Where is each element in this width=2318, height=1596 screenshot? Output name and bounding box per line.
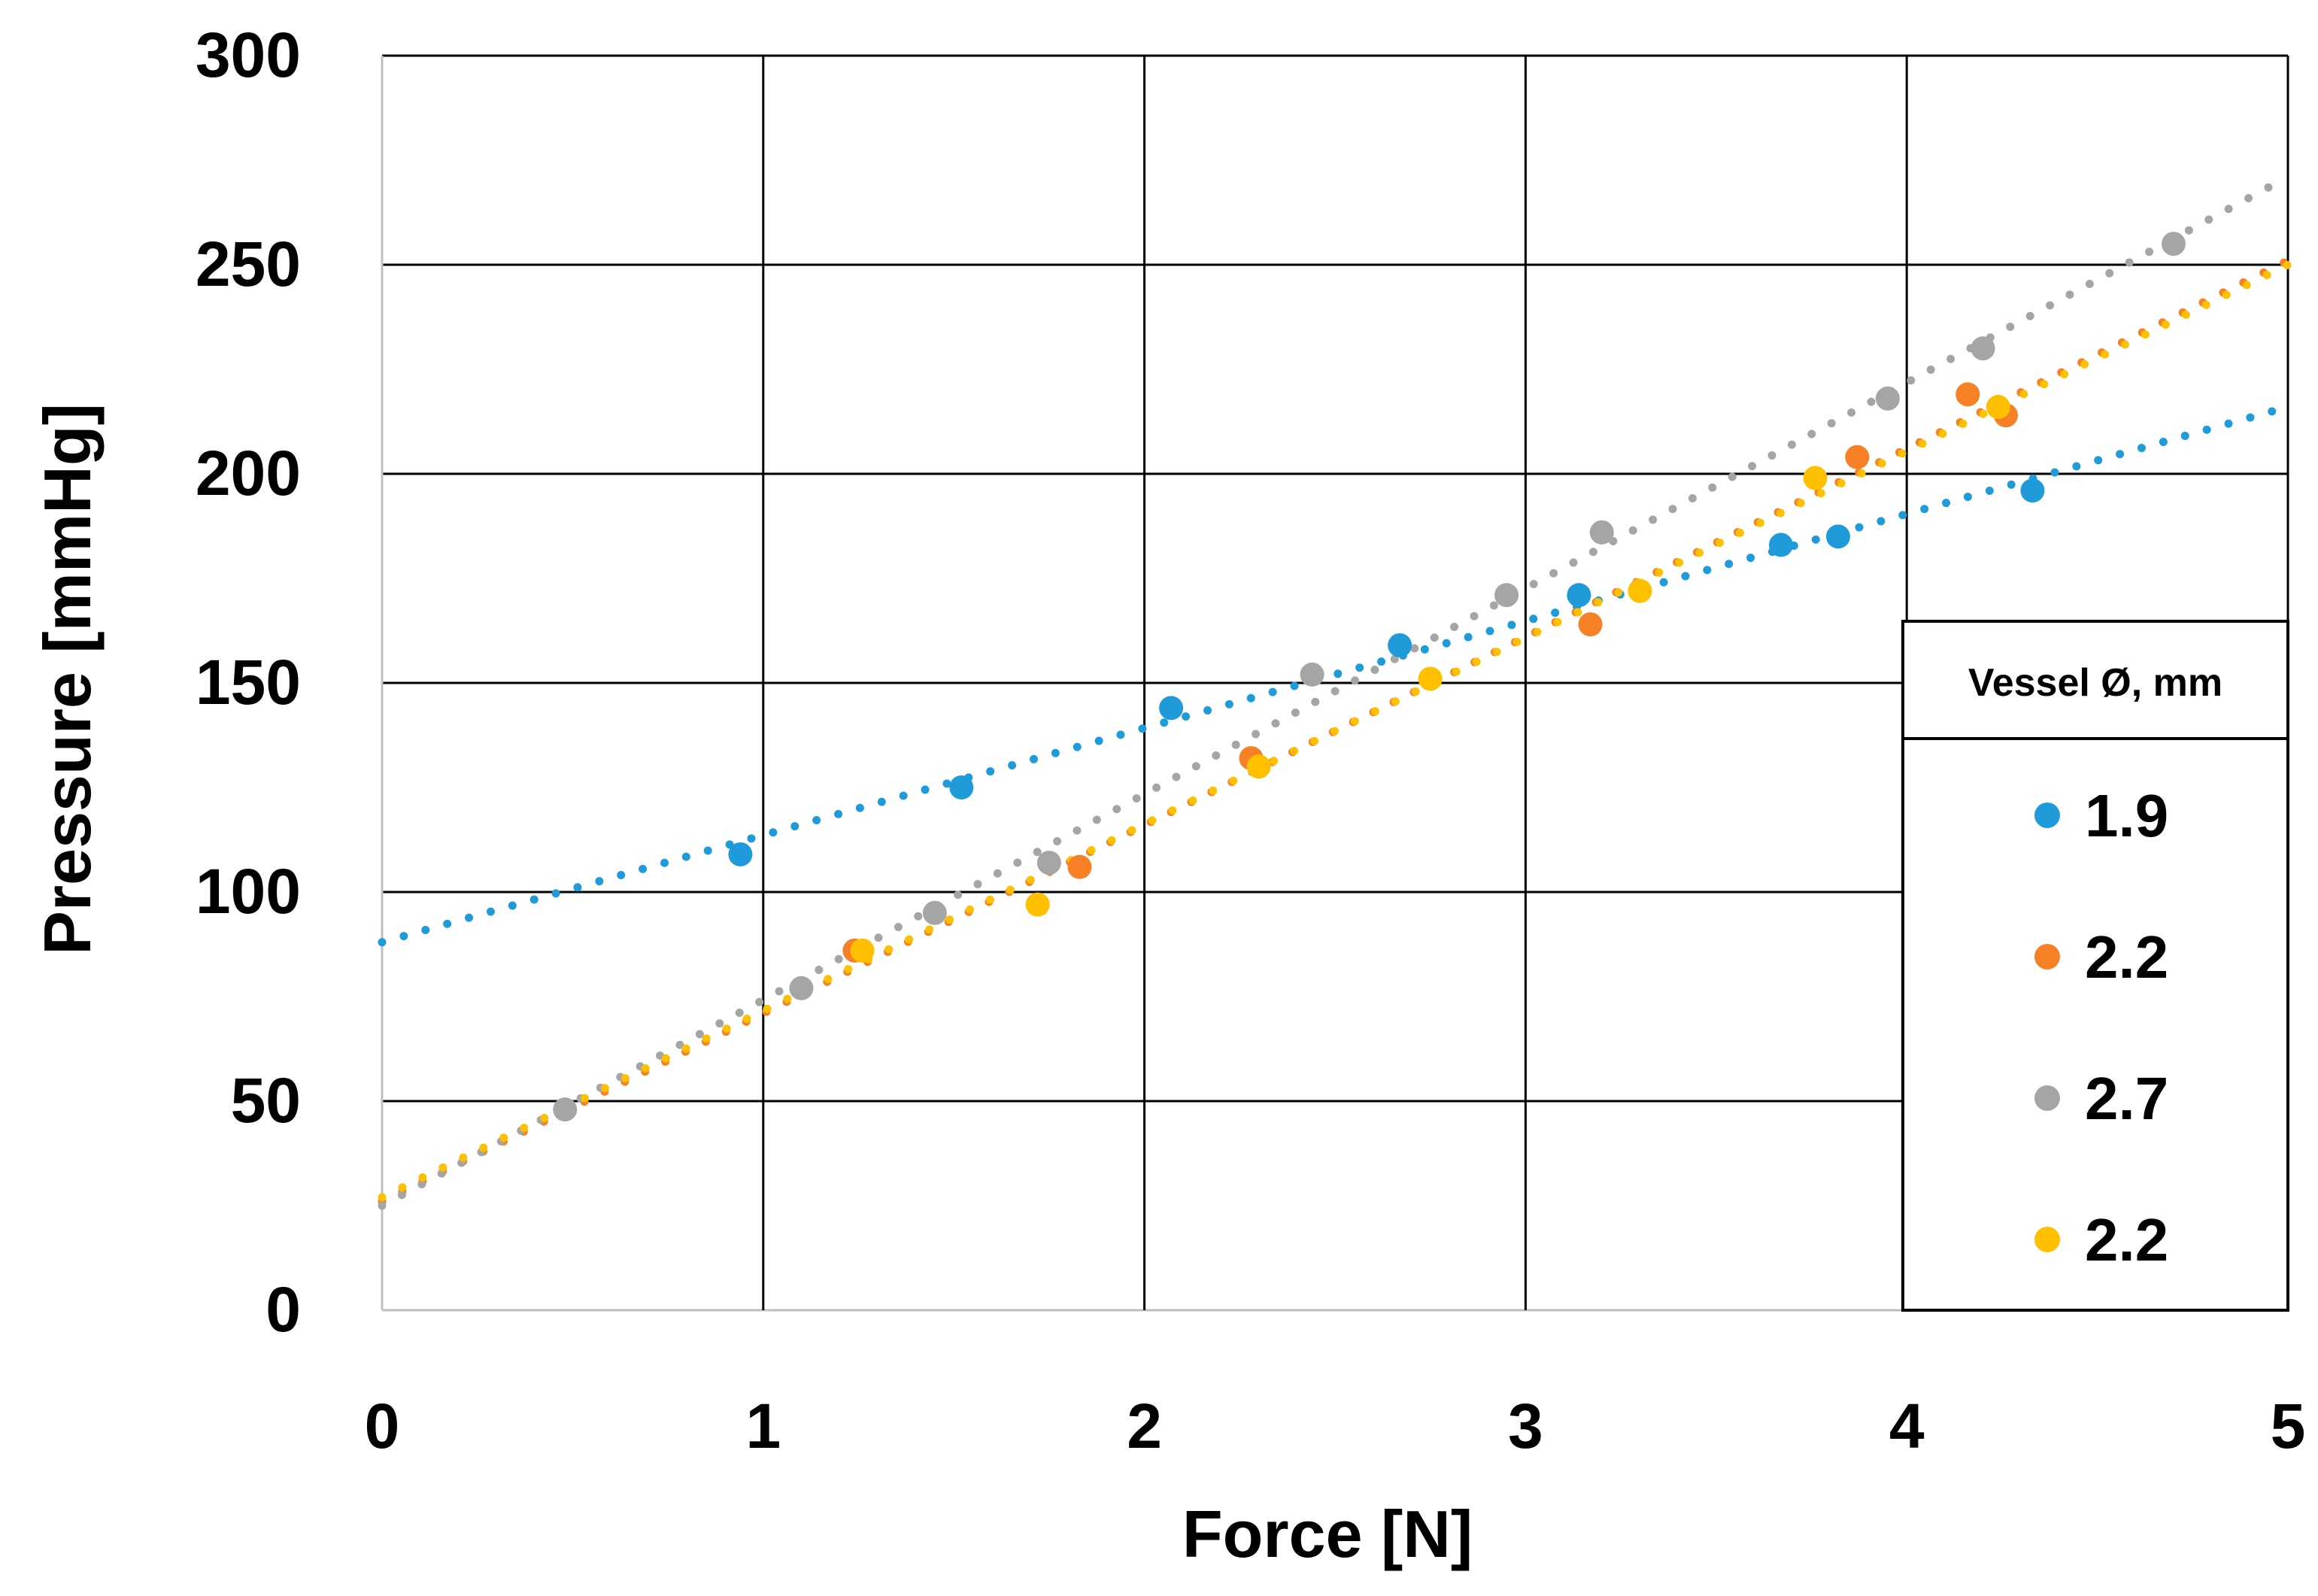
data-point-series-4: [1803, 466, 1828, 490]
x-tick-label: 2: [1127, 1391, 1162, 1461]
data-point-series-2: [1955, 382, 1980, 407]
data-point-series-3: [1300, 662, 1324, 687]
data-point-series-3: [789, 976, 814, 1000]
data-point-series-2: [1067, 854, 1092, 879]
legend-body-box: [1901, 737, 2289, 1312]
data-point-series-1: [728, 842, 753, 866]
data-point-series-2: [1578, 612, 1603, 637]
y-tick-label: 100: [196, 856, 301, 927]
data-point-series-1: [949, 775, 974, 800]
tick-labels: 0 50 100 150 200 250 300 0 1 2 3 4 5: [196, 20, 2306, 1461]
trendline-series-3: [378, 172, 2292, 1210]
data-point-series-3: [1036, 851, 1061, 875]
y-tick-label: 150: [196, 647, 301, 718]
trendlines: [378, 172, 2292, 1210]
legend-label-series-1: 1.9: [2085, 782, 2168, 849]
x-tick-label: 3: [1508, 1391, 1543, 1461]
data-point-series-3: [1494, 583, 1519, 608]
legend-marker-series-4: [2034, 1227, 2060, 1252]
y-tick-label: 300: [196, 20, 301, 90]
data-point-series-4: [1986, 395, 2010, 420]
data-point-series-3: [1875, 386, 1900, 411]
data-point-series-1: [1567, 583, 1591, 608]
trendline-series-4: [378, 260, 2292, 1202]
data-point-series-1: [1768, 533, 1793, 557]
data-points: [553, 232, 2186, 1122]
y-axis-title: Pressure [mmHg]: [30, 403, 105, 955]
data-point-series-1: [1825, 524, 1850, 549]
data-point-series-4: [1628, 578, 1652, 603]
data-point-series-4: [1418, 666, 1443, 691]
x-tick-label: 5: [2271, 1391, 2306, 1461]
data-point-series-4: [1025, 892, 1050, 917]
data-point-series-1: [1159, 696, 1184, 721]
data-point-series-3: [2161, 232, 2186, 256]
data-point-series-3: [1589, 520, 1614, 545]
legend-marker-series-1: [2034, 803, 2060, 828]
y-tick-label: 0: [265, 1274, 301, 1345]
data-point-series-1: [2020, 478, 2045, 503]
legend-label-series-2: 2.2: [2085, 924, 2168, 991]
data-point-series-4: [850, 938, 875, 963]
legend-marker-series-3: [2034, 1085, 2060, 1111]
x-tick-label: 1: [745, 1391, 781, 1461]
data-point-series-3: [1971, 336, 1995, 361]
gridlines: [381, 54, 2289, 1312]
trendline-series-1: [378, 402, 2292, 947]
data-point-series-2: [1845, 445, 1870, 469]
data-point-series-3: [922, 900, 947, 925]
data-point-series-4: [1246, 754, 1271, 779]
y-tick-label: 200: [196, 438, 301, 508]
legend-label-series-3: 2.7: [2085, 1065, 2168, 1132]
x-axis-title: Force [N]: [1182, 1497, 1473, 1571]
legend-marker-series-2: [2034, 944, 2060, 969]
data-point-series-1: [1388, 633, 1412, 657]
y-tick-label: 250: [196, 229, 301, 299]
legend-title: Vessel Ø, mm: [1968, 661, 2222, 705]
x-tick-label: 4: [1889, 1391, 1925, 1461]
y-tick-label: 50: [231, 1065, 301, 1136]
x-tick-label: 0: [365, 1391, 400, 1461]
legend: Vessel Ø, mm 1.9 2.2 2.7 2.2: [1901, 620, 2289, 1312]
legend-label-series-4: 2.2: [2085, 1206, 2168, 1273]
data-point-series-3: [553, 1097, 578, 1122]
legend-title-box: [1901, 620, 2289, 740]
